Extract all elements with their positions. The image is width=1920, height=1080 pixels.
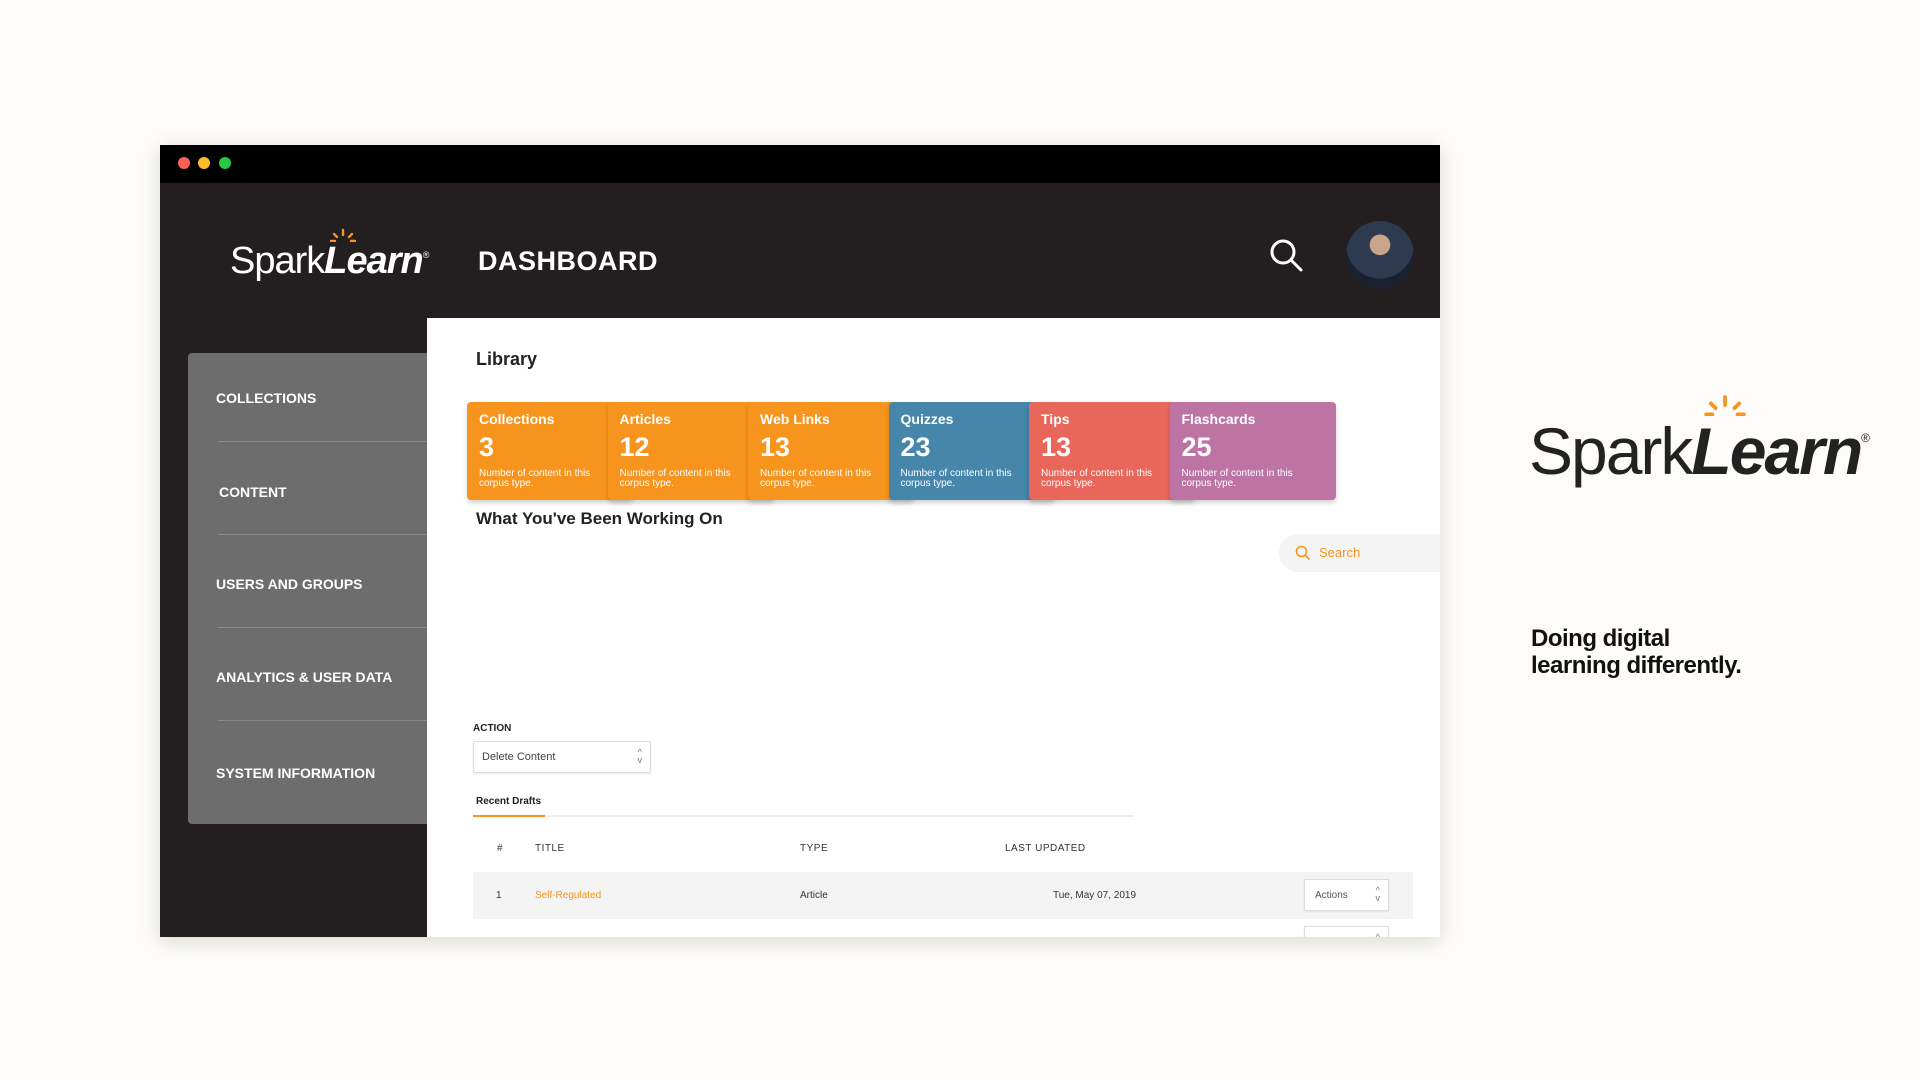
divider <box>218 534 428 535</box>
spark-icon <box>1704 395 1747 416</box>
chevron-updown-icon: ^v <box>1375 932 1380 938</box>
card-count: 13 <box>760 432 791 462</box>
table-row: 1 Self-Regulated Article Tue, May 07, 20… <box>473 872 1413 919</box>
sidebar-item-system-information[interactable]: SYSTEM INFORMATION <box>216 765 376 781</box>
avatar[interactable] <box>1346 221 1414 289</box>
spark-icon <box>330 228 357 242</box>
column-header-number: # <box>497 843 504 854</box>
column-header-title[interactable]: TITLE <box>535 843 565 854</box>
card-quizzes[interactable]: Quizzes 23 Number of content in this cor… <box>888 402 1055 500</box>
column-header-type[interactable]: TYPE <box>800 843 829 854</box>
card-flashcards[interactable]: Flashcards 25 Number of content in this … <box>1169 402 1336 500</box>
card-count: 12 <box>619 432 650 462</box>
chevron-updown-icon: ^v <box>1375 885 1381 903</box>
card-count: 13 <box>1041 432 1072 462</box>
search-icon <box>1295 545 1311 561</box>
action-select[interactable]: Delete Content ^ v <box>473 741 651 773</box>
section-title: What You've Been Working On <box>476 509 723 528</box>
tab-recent-drafts[interactable]: Recent Drafts <box>476 796 542 807</box>
actions-select[interactable]: Actions^v <box>1304 879 1389 911</box>
card-count: 25 <box>1181 432 1212 462</box>
divider <box>218 627 428 628</box>
divider <box>218 720 428 721</box>
column-header-last-updated[interactable]: LAST UPDATED <box>1005 843 1086 854</box>
app-window: Spark Learn® DASHBOARD COLLECTIONS CONTEN… <box>160 145 1440 937</box>
sidebar: COLLECTIONS CONTENT USERS AND GROUPS ANA… <box>188 353 428 824</box>
card-tips[interactable]: Tips 13 Number of content in this corpus… <box>1029 402 1195 500</box>
card-web_links[interactable]: Web Links 13 Number of content in this c… <box>748 402 914 500</box>
card-articles[interactable]: Articles 12 Number of content in this co… <box>607 402 774 500</box>
sparklearn-logo[interactable]: Spark Learn® <box>230 228 429 283</box>
search-icon[interactable] <box>1268 237 1304 273</box>
table-row: 2 E-Learning Quiz Thurs, June 13, 2019 A… <box>473 919 1413 937</box>
close-window-button[interactable] <box>178 157 190 169</box>
action-label: ACTION <box>473 723 512 734</box>
library-title: Library <box>476 349 538 369</box>
main-content: Library Collections 3 Number of content … <box>427 318 1440 937</box>
tagline: Doing digital learning differently. <box>1531 625 1742 679</box>
card-count: 3 <box>479 432 495 462</box>
sidebar-item-analytics[interactable]: ANALYTICS & USER DATA <box>216 669 393 685</box>
minimize-window-button[interactable] <box>198 157 210 169</box>
row-title-link[interactable]: Self-Regulated <box>535 890 602 901</box>
window-titlebar <box>160 145 1440 183</box>
card-count: 23 <box>900 432 931 462</box>
actions-select[interactable]: Actions^v <box>1304 926 1389 937</box>
maximize-window-button[interactable] <box>219 157 231 169</box>
page-title: DASHBOARD <box>478 246 658 276</box>
sidebar-item-content[interactable]: CONTENT <box>219 484 287 500</box>
divider <box>218 441 428 442</box>
tab-underline <box>473 815 1134 817</box>
card-collections[interactable]: Collections 3 Number of content in this … <box>467 402 633 500</box>
sparklearn-logo-large: Spark Learn® <box>1529 395 1870 489</box>
sidebar-item-users-and-groups[interactable]: USERS AND GROUPS <box>216 576 363 592</box>
sidebar-item-collections[interactable]: COLLECTIONS <box>216 390 317 406</box>
chevron-updown-icon: ^v <box>637 747 643 765</box>
search-input[interactable]: Search <box>1279 534 1440 572</box>
